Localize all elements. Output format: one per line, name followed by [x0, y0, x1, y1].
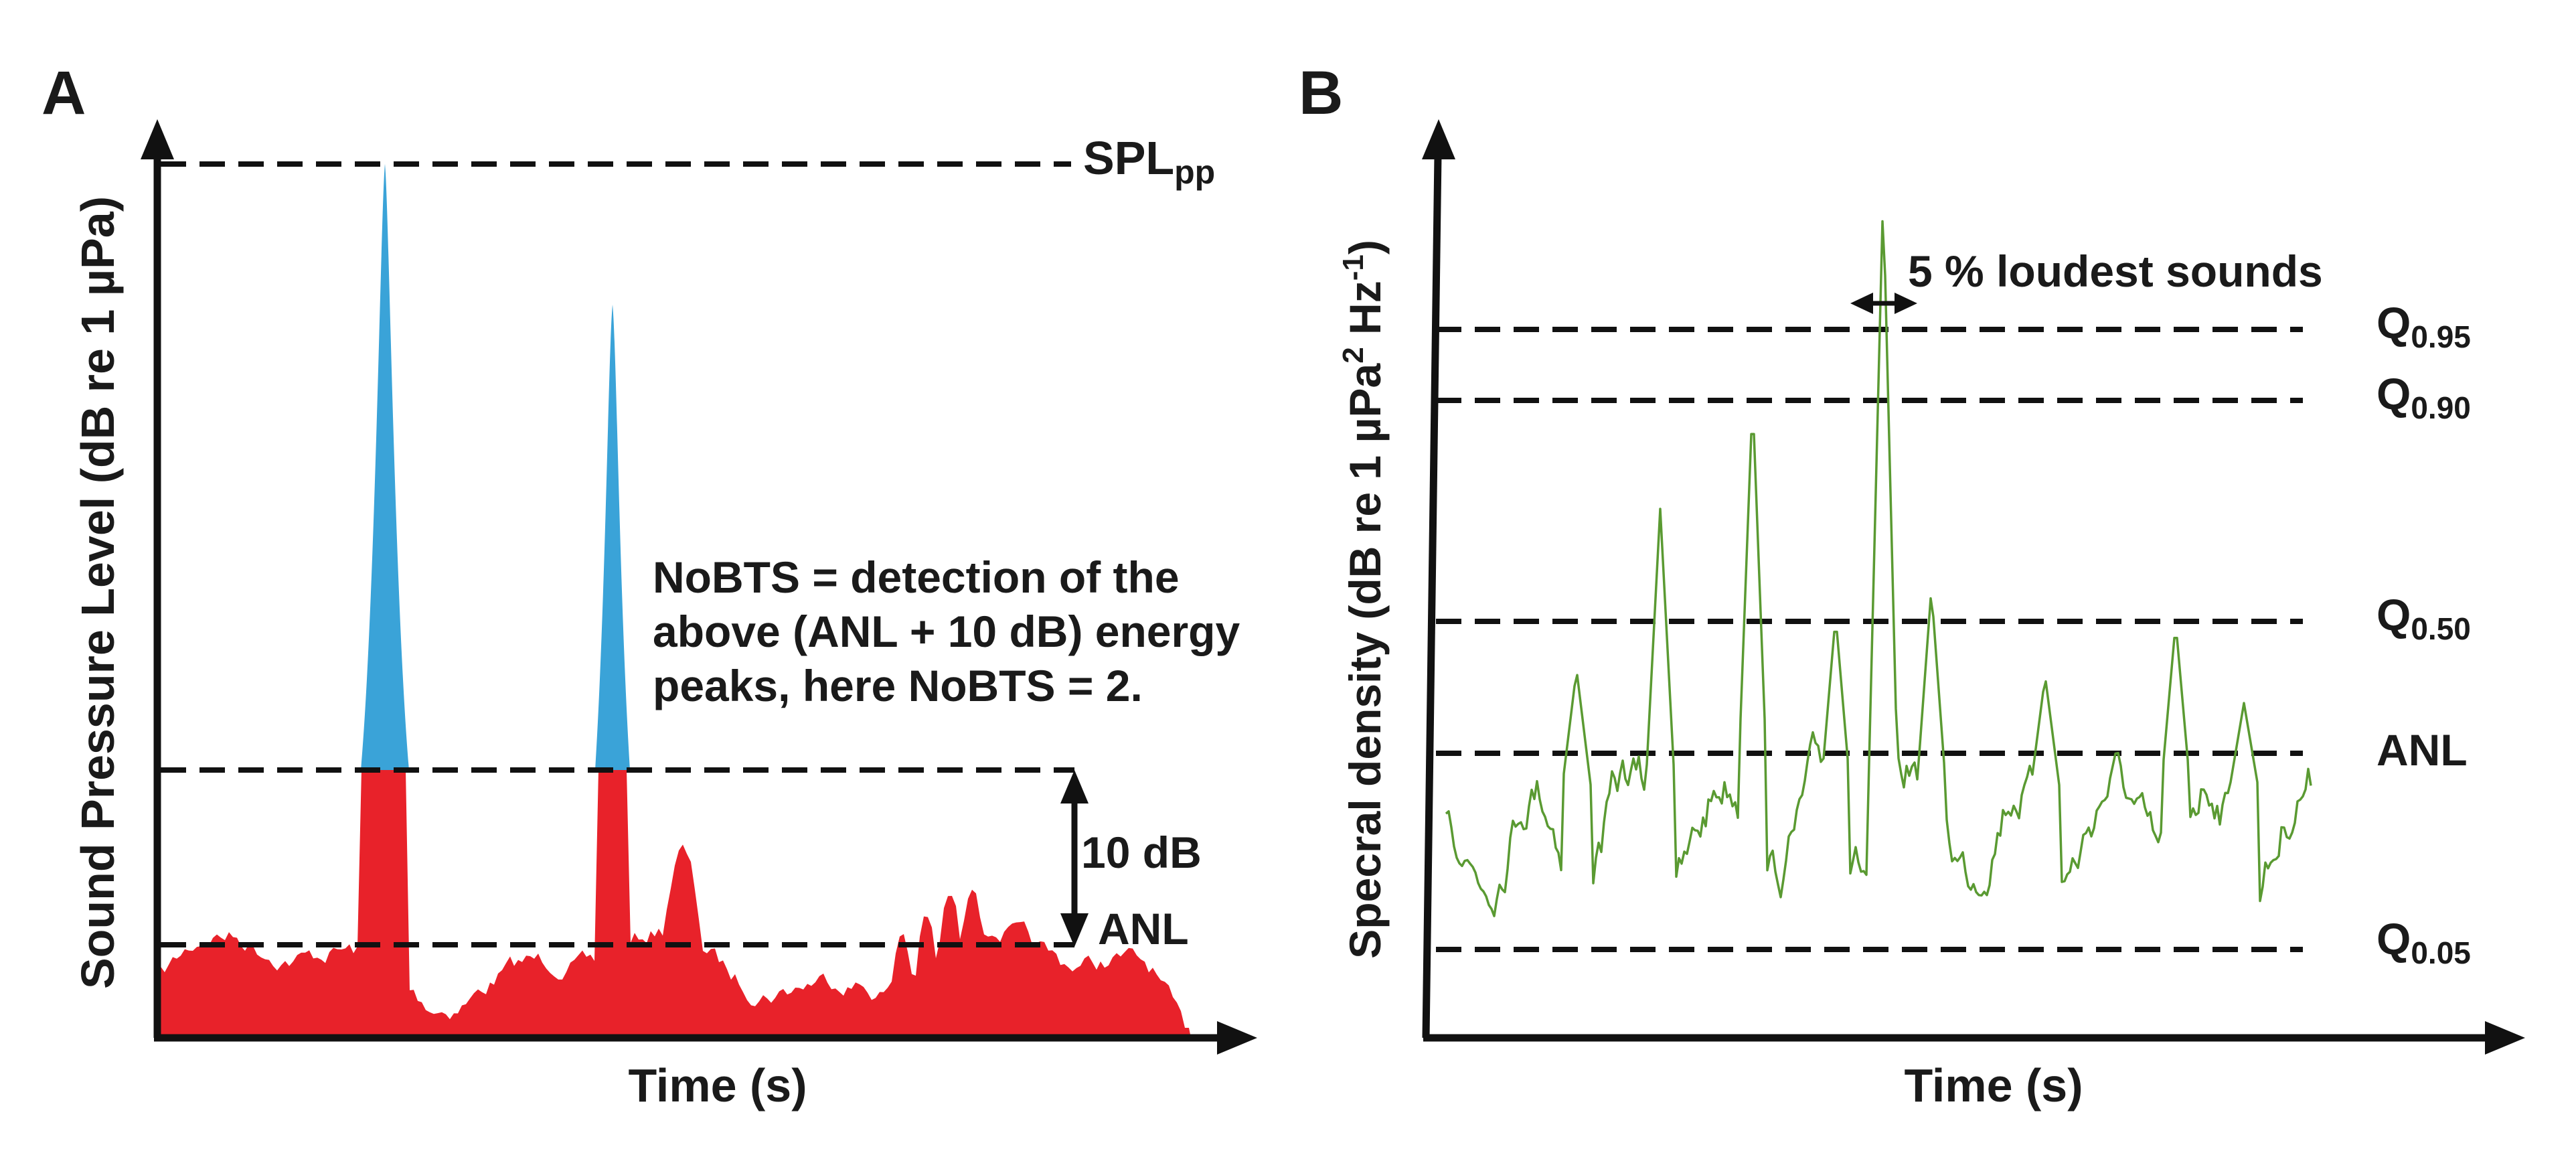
panel-a-splpp-label: SPLpp: [1083, 132, 1215, 191]
panel-a-x-axis-arrow-icon: [1217, 1021, 1257, 1055]
panel-b-loudest-arrow-right-icon: [1895, 293, 1917, 314]
annotation-line-1: NoBTS = detection of the: [653, 552, 1180, 602]
panel-a-ten-db-arrow-top-icon: [1060, 770, 1089, 803]
panel-b-y-axis-arrow-icon: [1422, 119, 1455, 159]
panel-a-letter: A: [42, 59, 86, 127]
panel-a-y-axis-label: Sound Pressure Level (dB re 1 µPa): [72, 196, 124, 989]
panel-a-y-axis-arrow-icon: [141, 119, 174, 159]
panel-b-anl-label: ANL: [2377, 725, 2468, 775]
panel-b-y-axis: [1422, 155, 1442, 1039]
panel-b-loudest-arrow-left-icon: [1850, 293, 1873, 314]
panel-a-noise-area: [161, 164, 1190, 1035]
panel-b-q095-label: Q0.95: [2377, 298, 2471, 354]
panel-a-x-axis-label: Time (s): [628, 1059, 807, 1112]
panel-a-peak-1: [361, 164, 409, 770]
panel-a-annotation: NoBTS = detection of the above (ANL + 10…: [653, 552, 1253, 710]
panel-a-anl-label: ANL: [1098, 904, 1189, 953]
panel-b-y-axis-label: Specral density (dB re 1 µPa2 Hz-1): [1337, 240, 1390, 959]
panel-b-loudest-label: 5 % loudest sounds: [1908, 246, 2323, 296]
annotation-line-2: above (ANL + 10 dB) energy: [653, 607, 1240, 656]
panel-b-x-axis-label: Time (s): [1904, 1059, 2083, 1112]
panel-b: B 5 % loudest sounds Q0.95 Q0.90 Q0.50 A…: [1299, 59, 2525, 1112]
panel-a-noise-fill: [161, 770, 1190, 1035]
panel-a-peak-2: [595, 305, 630, 770]
annotation-line-3: peaks, here NoBTS = 2.: [653, 661, 1143, 710]
panel-b-spectral-trace: [1445, 220, 2312, 917]
panel-a: A SPLpp 10 dB ANL NoBTS = detection of t…: [42, 59, 1257, 1112]
panel-b-q005-label: Q0.05: [2377, 914, 2471, 970]
panel-a-ten-db-label: 10 dB: [1081, 828, 1202, 877]
panel-b-x-axis-arrow-icon: [2485, 1021, 2525, 1055]
panel-a-ten-db-arrow-bottom-icon: [1060, 913, 1089, 947]
panel-b-q090-label: Q0.90: [2377, 369, 2471, 425]
panel-b-q050-label: Q0.50: [2377, 590, 2471, 646]
panel-b-letter: B: [1299, 59, 1343, 127]
